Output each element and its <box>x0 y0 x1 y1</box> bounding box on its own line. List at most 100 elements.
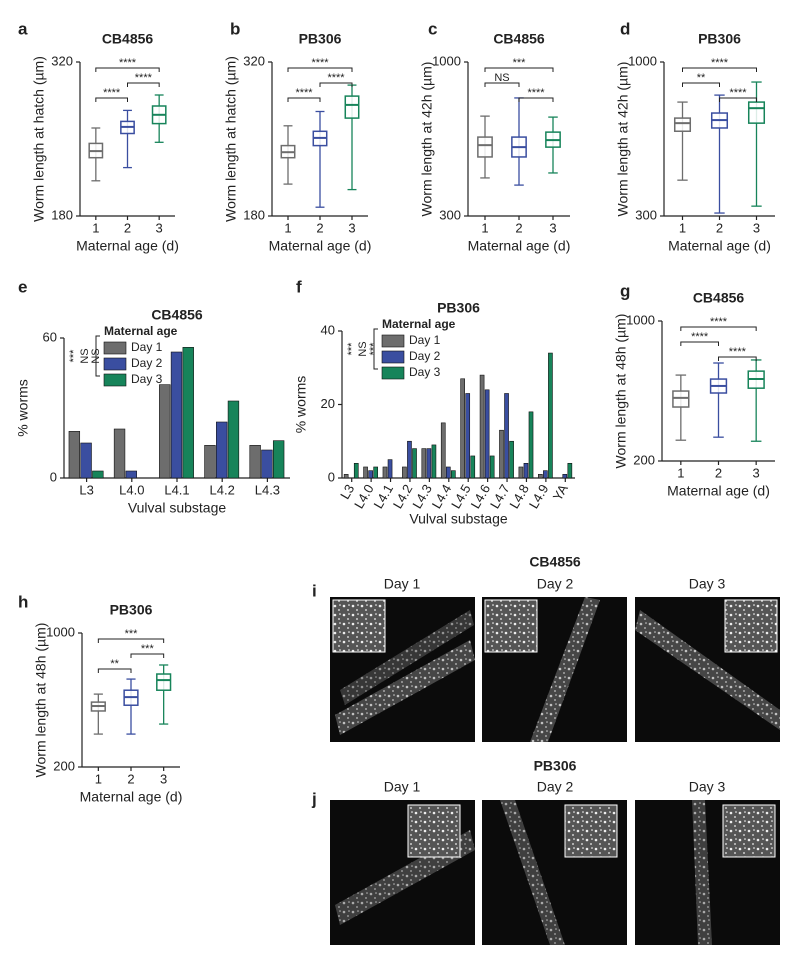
bar <box>465 393 471 479</box>
worm <box>635 610 780 730</box>
box <box>673 117 692 132</box>
x-tick-label: 3 <box>156 220 163 235</box>
significance-label: **** <box>729 87 747 99</box>
x-axis-title: Maternal age (d) <box>80 789 183 805</box>
y-tick-label: 300 <box>635 207 657 222</box>
bar <box>504 393 509 479</box>
y-axis-title: Worm length at 48h (µm) <box>33 623 49 778</box>
bar <box>227 400 240 479</box>
x-tick-label: L4.1 <box>164 482 189 497</box>
significance-label: *** <box>125 628 139 640</box>
panel-letter: h <box>18 592 28 611</box>
image-label: Day 2 <box>537 576 574 592</box>
x-tick-label: 2 <box>515 220 522 235</box>
significance-label: **** <box>311 57 329 69</box>
bar <box>523 462 529 479</box>
worm <box>692 800 712 945</box>
x-axis-title: Vulval substage <box>128 500 227 516</box>
y-tick-label: 300 <box>439 207 461 222</box>
legend-label: Day 2 <box>409 349 441 363</box>
bar <box>382 466 388 479</box>
x-tick-label: 3 <box>160 771 167 786</box>
bar <box>562 474 568 479</box>
bar <box>426 448 432 479</box>
significance-label: **** <box>527 87 545 99</box>
significance-bracket <box>682 82 720 87</box>
significance-label: ** <box>697 72 706 84</box>
x-tick-label: L3 <box>337 482 357 502</box>
x-tick-label: 2 <box>127 771 134 786</box>
panel-letter: d <box>620 19 630 38</box>
bar <box>548 352 553 479</box>
panel-title: CB4856 <box>529 554 581 570</box>
x-tick-label: 1 <box>95 771 102 786</box>
y-tick-label: 180 <box>243 207 265 222</box>
chart-title: PB306 <box>437 300 480 316</box>
significance-label: **** <box>103 87 121 99</box>
x-axis-title: Vulval substage <box>409 511 508 527</box>
y-tick-label: 1000 <box>628 53 657 68</box>
inset <box>724 599 778 653</box>
bar <box>431 444 437 479</box>
y-axis-title: Worm length at hatch (µm) <box>223 56 239 222</box>
box <box>477 136 493 158</box>
x-tick-label: YA <box>550 481 571 503</box>
x-tick-label: 3 <box>348 220 355 235</box>
legend-label: Day 3 <box>409 365 441 379</box>
significance-label: ** <box>110 658 119 670</box>
y-tick-label: 60 <box>43 329 57 344</box>
significance-label: **** <box>711 57 729 69</box>
x-tick-label: 2 <box>316 220 323 235</box>
legend-title: Maternal age <box>104 324 178 338</box>
y-tick-label: 180 <box>51 207 73 222</box>
bar <box>460 378 465 479</box>
worm <box>340 610 474 705</box>
bar <box>204 445 216 479</box>
x-tick-label: L4.3 <box>255 482 280 497</box>
x-tick-label: L4.9 <box>526 482 552 511</box>
y-axis-title: Worm length at hatch (µm) <box>31 56 47 222</box>
bar <box>68 431 81 479</box>
inset <box>484 599 538 653</box>
worm <box>335 640 475 735</box>
significance-label: *** <box>513 57 527 69</box>
legend-label: Day 3 <box>131 372 163 386</box>
bar <box>249 445 261 479</box>
significance-bracket <box>97 638 165 643</box>
significance-label: *** <box>346 342 358 356</box>
panel-letter: i <box>312 581 317 600</box>
significance-bracket <box>680 326 757 331</box>
bar <box>451 470 456 479</box>
x-axis-title: Maternal age (d) <box>667 483 770 499</box>
legend-swatch <box>381 334 405 348</box>
x-tick-label: 1 <box>92 220 99 235</box>
panel-letter: a <box>18 19 28 38</box>
bar <box>368 470 373 479</box>
bar <box>489 455 495 479</box>
x-tick-label: 3 <box>753 220 760 235</box>
x-tick-label: L4.7 <box>487 482 513 511</box>
significance-bracket <box>130 653 165 658</box>
box <box>344 95 360 119</box>
significance-label: **** <box>710 316 728 328</box>
y-tick-label: 1000 <box>626 312 655 327</box>
significance-label: **** <box>135 72 153 84</box>
legend-swatch <box>103 341 127 355</box>
x-tick-label: L4.2 <box>210 482 235 497</box>
y-axis-title: Worm length at 42h (µm) <box>615 62 631 217</box>
significance-bracket <box>719 97 757 102</box>
significance-label: **** <box>119 57 137 69</box>
panel-letter: f <box>296 277 302 296</box>
significance-label: NS <box>357 341 369 356</box>
x-tick-label: 1 <box>679 220 686 235</box>
bar <box>170 351 183 479</box>
legend-swatch <box>381 350 405 364</box>
y-tick-label: 200 <box>633 452 655 467</box>
legend-label: Day 1 <box>131 340 163 354</box>
inset <box>722 804 776 858</box>
image-row-j <box>330 800 780 945</box>
panel-letter: b <box>230 19 240 38</box>
bar <box>484 389 490 479</box>
significance-label: NS <box>79 348 91 363</box>
significance-bracket <box>680 341 719 346</box>
